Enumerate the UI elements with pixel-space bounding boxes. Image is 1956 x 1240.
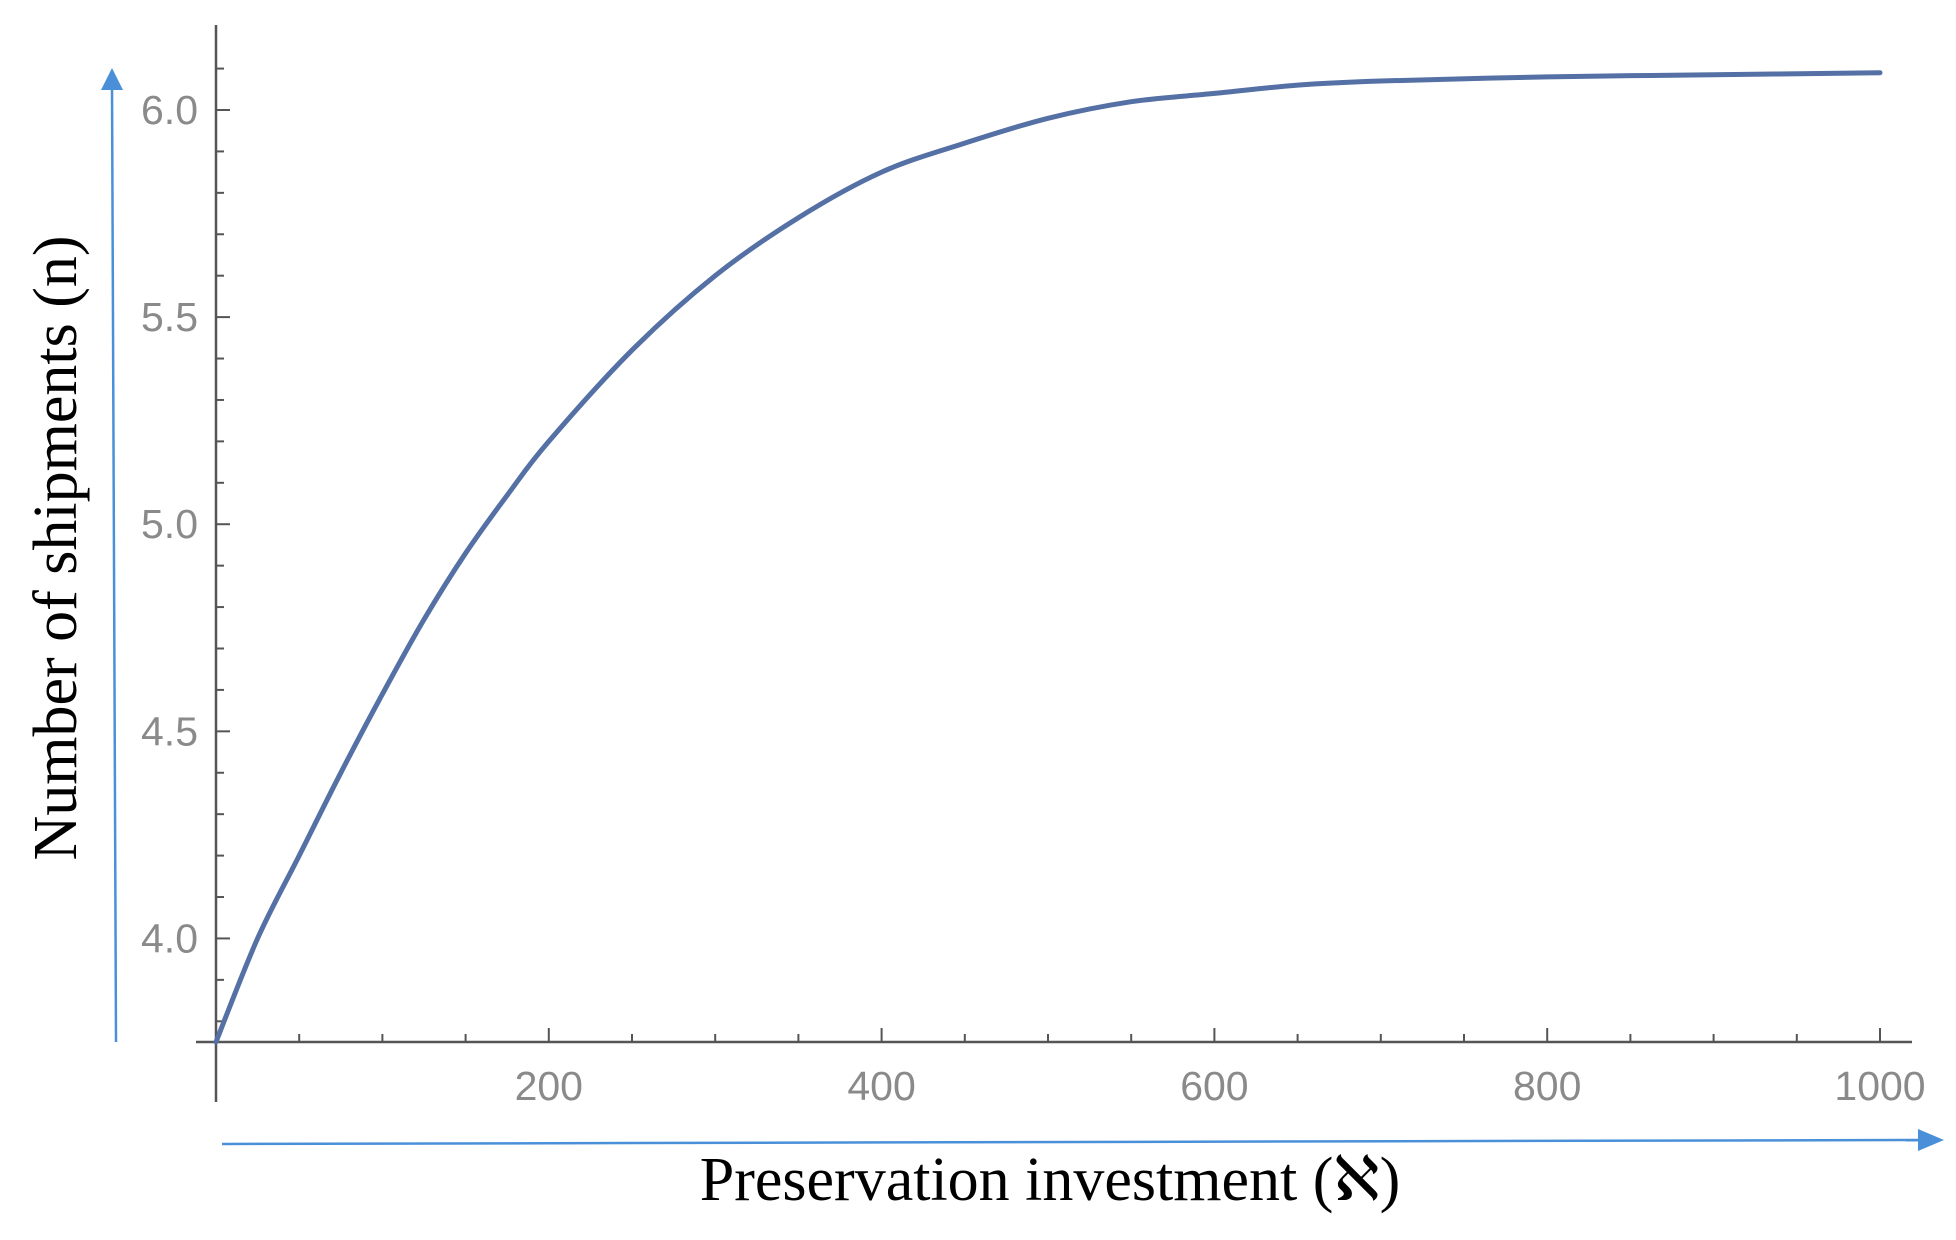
ticks: 200 400 600 800 1000 4.0 4.5 5.0 5.5 6.0	[141, 67, 1926, 1109]
plot-area	[213, 70, 1883, 1045]
x-axis-label: Preservation investment (ℵ)	[700, 1146, 1400, 1214]
y-axis-label: Number of shipments (n)	[22, 235, 90, 860]
x-tick-label: 200	[515, 1063, 583, 1109]
x-axis-arrow-line	[221, 1138, 1923, 1146]
y-axis-arrow-head	[101, 68, 123, 90]
axis-arrows	[101, 68, 1944, 1151]
y-tick-label: 4.0	[141, 915, 198, 961]
y-axis-arrow-line	[110, 83, 118, 1043]
y-tick-label: 5.5	[141, 294, 198, 340]
y-tick-label: 6.0	[141, 87, 198, 133]
axes	[196, 25, 1912, 1102]
y-tick-label: 4.5	[141, 708, 198, 754]
x-tick-label: 1000	[1834, 1063, 1925, 1109]
data-line	[213, 70, 1883, 1045]
x-tick-label: 400	[847, 1063, 915, 1109]
y-tick-label: 5.0	[141, 501, 198, 547]
x-axis-arrow-head	[1918, 1129, 1944, 1151]
x-tick-label: 600	[1180, 1063, 1248, 1109]
x-tick-label: 800	[1513, 1063, 1581, 1109]
